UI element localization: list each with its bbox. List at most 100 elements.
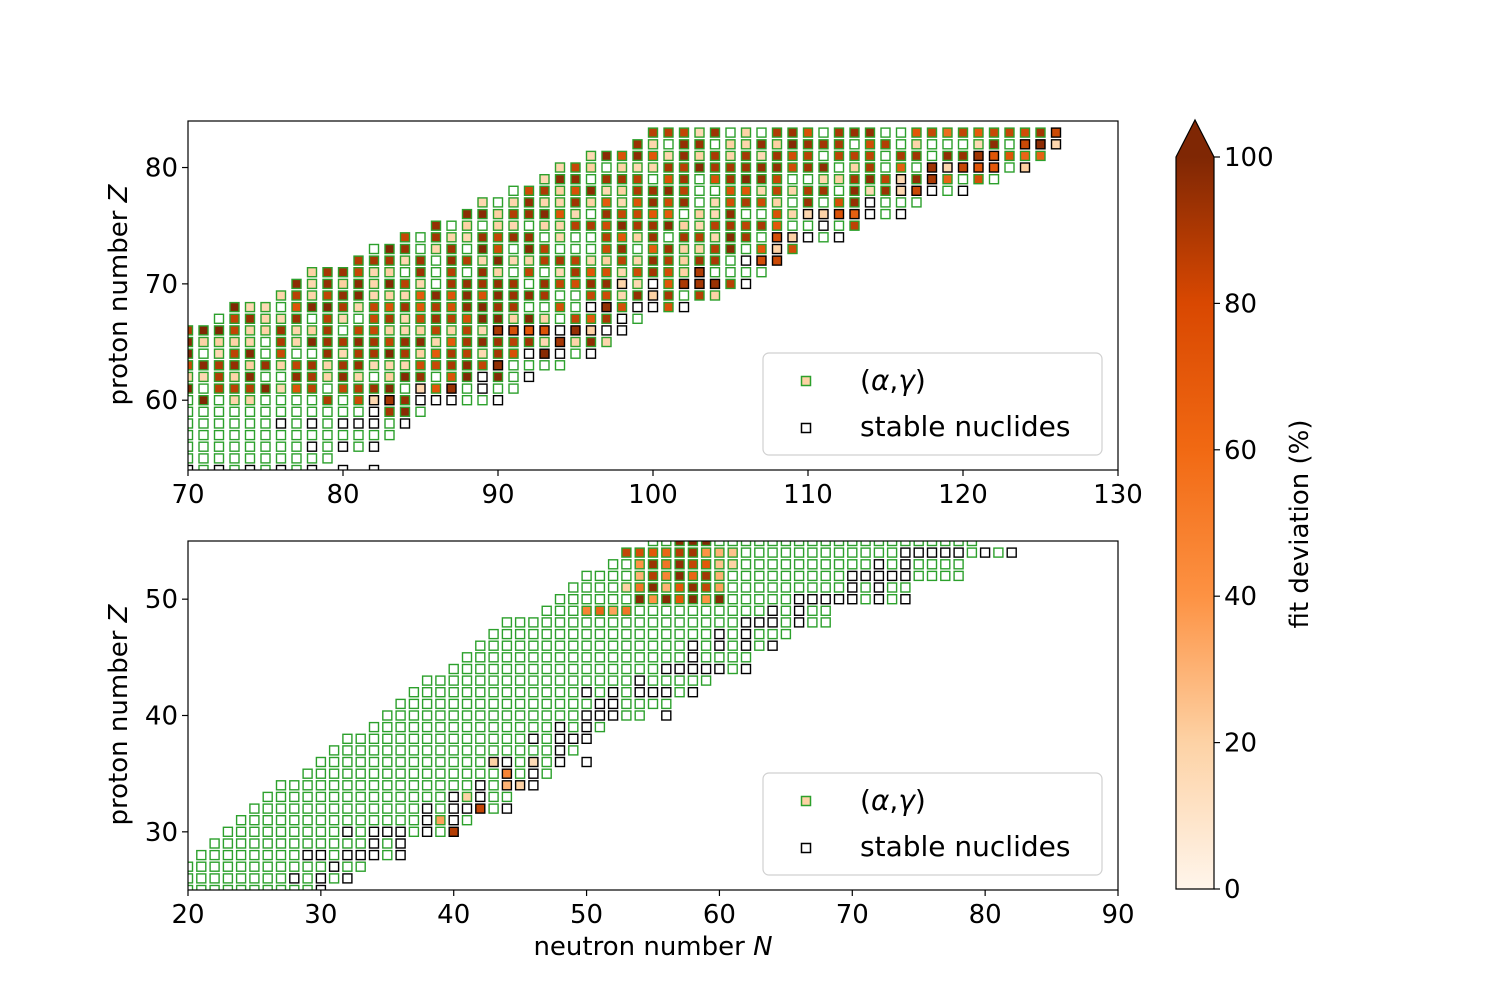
alpha-gamma-point [647,541,659,547]
alpha-gamma-point [514,733,526,744]
alpha-gamma-point [528,721,539,733]
alpha-gamma-point [539,197,550,208]
alpha-gamma-point [700,675,712,686]
alpha-gamma-point [663,290,674,301]
alpha-gamma-point [541,745,552,756]
alpha-gamma-point [355,861,366,872]
alpha-gamma-point [725,267,736,278]
stable-nuclide-point [661,710,672,721]
stable-nuclide-point [446,383,457,394]
alpha-gamma-point [661,617,672,628]
alpha-gamma-point [501,617,513,628]
alpha-gamma-point [275,780,287,791]
alpha-gamma-point [477,208,488,220]
alpha-gamma-point [767,594,778,605]
alpha-gamma-point [926,570,938,582]
stable-nuclide-point [342,826,353,837]
alpha-gamma-point [477,348,488,359]
alpha-gamma-point [634,559,645,570]
alpha-gamma-point [568,640,579,651]
alpha-gamma-point [942,127,953,138]
alpha-gamma-point [780,582,792,593]
stable-nuclide-point [607,687,619,698]
alpha-gamma-point [501,698,513,710]
stable-nuclide-point [818,220,829,231]
top-legend-alpha-label: (α,γ) [860,364,926,397]
alpha-gamma-point [647,652,659,663]
alpha-gamma-point [880,208,891,220]
alpha-gamma-point [430,290,442,301]
alpha-gamma-point [873,547,885,558]
stable-nuclide-point [570,325,581,336]
alpha-gamma-point [477,278,488,290]
alpha-gamma-point [399,290,411,301]
top-ytick-label: 70 [145,270,178,300]
alpha-gamma-point [262,838,273,849]
alpha-gamma-point [322,267,333,278]
stable-nuclide-point [501,756,513,768]
alpha-gamma-point [275,371,287,383]
alpha-gamma-point [661,541,672,547]
alpha-gamma-point [291,429,302,441]
alpha-gamma-point [501,687,513,698]
alpha-gamma-point [249,884,260,890]
alpha-gamma-point [585,336,597,348]
alpha-gamma-point [678,173,690,185]
stable-nuclide-point [328,861,340,872]
alpha-gamma-point [849,220,860,231]
stable-nuclide-point [554,721,566,733]
alpha-gamma-point [585,220,597,231]
colorbar: 0 20 40 60 80 100 fit deviation (%) [1175,118,1315,905]
alpha-gamma-point [342,756,353,768]
alpha-gamma-point [833,185,845,197]
alpha-gamma-point [634,640,645,651]
alpha-gamma-point [740,559,752,570]
alpha-gamma-point [384,429,395,441]
alpha-gamma-point [661,559,672,570]
alpha-gamma-point [446,348,457,359]
alpha-gamma-point [663,255,674,266]
top-legend-box [762,352,1103,456]
alpha-gamma-point [678,243,690,255]
alpha-gamma-point [621,640,632,651]
bottom-xlabel: neutron number N [533,932,772,962]
stable-nuclide-point [926,162,938,173]
alpha-gamma-point [501,663,513,675]
alpha-gamma-point [780,628,792,640]
alpha-gamma-point [632,313,643,324]
alpha-gamma-point [260,313,271,324]
alpha-gamma-point [337,395,349,406]
stable-nuclide-point [793,594,805,605]
alpha-gamma-point [395,780,406,791]
alpha-gamma-point [198,441,209,452]
alpha-gamma-point [1004,127,1015,138]
alpha-gamma-point [860,559,871,570]
stable-nuclide-point [368,838,380,849]
alpha-gamma-point [528,663,539,675]
alpha-gamma-point [780,570,792,582]
stable-nuclide-point [399,418,411,429]
top-legend-stable-label: stable nuclides [860,410,1070,443]
stable-nuclide-point [793,617,805,628]
alpha-gamma-point [818,173,829,185]
alpha-gamma-point [209,884,220,890]
alpha-gamma-point [541,687,552,698]
stable-nuclide-point [492,395,504,406]
alpha-gamma-point [787,208,798,220]
stable-nuclide-point [634,687,645,698]
alpha-gamma-point [767,570,778,582]
alpha-gamma-point [408,756,420,768]
alpha-gamma-point [700,652,712,663]
alpha-gamma-point [725,232,736,243]
alpha-gamma-point [198,406,209,417]
alpha-gamma-point [302,838,313,849]
alpha-gamma-point [421,710,433,721]
alpha-gamma-point [727,628,738,640]
alpha-gamma-point [188,360,194,371]
alpha-gamma-point [306,325,318,336]
alpha-gamma-point [322,418,333,429]
alpha-gamma-point [448,768,459,779]
alpha-gamma-point [384,255,395,266]
alpha-gamma-point [291,418,302,429]
alpha-gamma-point [384,313,395,324]
